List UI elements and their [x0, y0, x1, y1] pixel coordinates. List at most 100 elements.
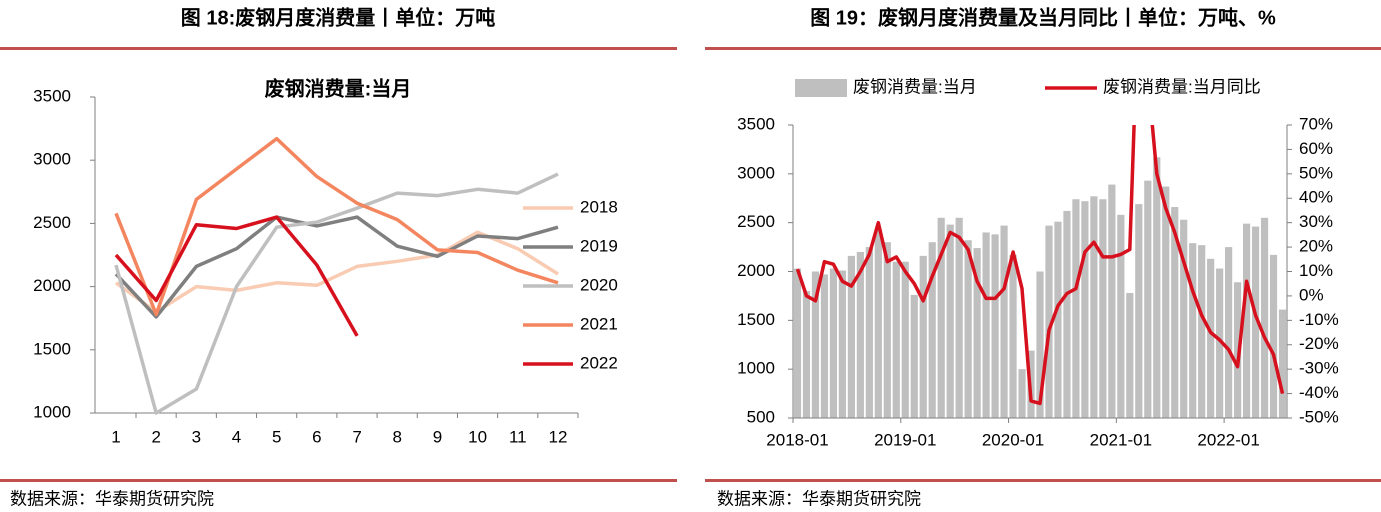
x-tick-label: 2018-01: [766, 430, 828, 449]
bar: [883, 242, 891, 418]
x-tick-label: 4: [232, 427, 241, 446]
bar: [1189, 243, 1197, 418]
y-tick-label: 500: [747, 407, 775, 426]
bar: [955, 217, 963, 418]
bar: [1269, 254, 1278, 418]
bar: [1018, 369, 1026, 418]
x-tick-label: 1: [111, 427, 120, 446]
x-tick-label: 7: [352, 427, 361, 446]
bar: [811, 271, 820, 418]
bar: [892, 261, 900, 418]
bar: [1144, 180, 1152, 418]
series-line: [795, 125, 1285, 406]
bar: [901, 261, 909, 418]
bar: [847, 255, 855, 418]
y2-tick-label: -40%: [1299, 383, 1339, 402]
y2-tick-label: -50%: [1299, 407, 1339, 426]
bar: [964, 240, 972, 418]
bar: [1278, 309, 1287, 418]
bar: [1081, 201, 1089, 418]
figure-heading: 图 19：废钢月度消费量及当月同比丨单位：万吨、%: [810, 5, 1276, 29]
y-tick-label: 1000: [737, 359, 775, 378]
bar: [874, 229, 882, 418]
bar: [1242, 223, 1251, 418]
figure-heading: 图 18:废钢月度消费量丨单位：万吨: [181, 5, 495, 29]
bar: [1180, 219, 1188, 418]
y-tick-label: 1000: [33, 402, 71, 421]
y-tick-label: 1500: [33, 339, 71, 358]
y-tick-label: 2000: [737, 261, 775, 280]
y-tick-label: 1500: [737, 310, 775, 329]
x-tick-label: 2020-01: [982, 430, 1044, 449]
x-tick-label: 2019-01: [874, 430, 936, 449]
bar: [1009, 254, 1017, 418]
bar: [865, 247, 873, 418]
series-line: [114, 215, 359, 337]
bar: [1198, 245, 1206, 418]
bar: [928, 242, 936, 418]
bar: [1090, 196, 1098, 418]
bar: [982, 232, 990, 418]
legend-label: 2021: [580, 314, 618, 333]
bar: [829, 268, 838, 418]
bar: [1153, 157, 1161, 419]
chart-title: 废钢消费量:当月: [265, 76, 412, 100]
bar: [1216, 268, 1224, 418]
legend-label: 2019: [580, 236, 618, 255]
source-note: 数据来源：华泰期货研究院: [717, 489, 921, 508]
bar: [1171, 207, 1179, 418]
bar: [1207, 258, 1215, 418]
divider: [0, 47, 677, 50]
y2-tick-label: 0%: [1299, 285, 1324, 304]
bar: [1117, 214, 1125, 418]
bar: [1036, 271, 1044, 418]
bar: [1054, 221, 1062, 418]
bar: [793, 268, 802, 418]
legend-label: 2018: [580, 197, 618, 216]
y2-tick-label: 30%: [1299, 212, 1333, 231]
x-tick-label: 11: [509, 427, 527, 446]
bar: [1045, 225, 1053, 418]
bar: [1225, 247, 1233, 418]
bar: [1072, 199, 1080, 418]
y2-tick-label: 40%: [1299, 188, 1333, 207]
x-tick-label: 2022-01: [1197, 430, 1259, 449]
legend-label: 2022: [580, 353, 618, 372]
y-tick-label: 2000: [33, 276, 71, 295]
legend-swatch: [795, 79, 847, 97]
divider: [0, 479, 677, 482]
divider: [705, 479, 1381, 482]
x-tick-label: 3: [192, 427, 201, 446]
y-tick-label: 2500: [737, 212, 775, 231]
y2-tick-label: 20%: [1299, 237, 1333, 256]
x-tick-label: 2: [151, 427, 160, 446]
bar: [856, 251, 864, 418]
y2-tick-label: -10%: [1299, 310, 1339, 329]
x-tick-label: 2021-01: [1090, 430, 1152, 449]
bar: [838, 270, 846, 418]
y-tick-label: 3000: [737, 163, 775, 182]
bar: [802, 291, 811, 418]
x-tick-label: 6: [312, 427, 321, 446]
y-tick-label: 3500: [33, 86, 71, 105]
bar: [1000, 225, 1008, 418]
bar: [937, 217, 945, 418]
divider: [705, 47, 1381, 50]
bar: [1108, 184, 1116, 418]
x-tick-label: 5: [272, 427, 281, 446]
x-tick-label: 8: [393, 427, 402, 446]
y-tick-label: 2500: [33, 213, 71, 232]
bar: [973, 248, 981, 418]
bar: [1135, 204, 1143, 418]
bar: [1063, 210, 1071, 418]
series-line: [114, 136, 559, 317]
y2-tick-label: 10%: [1299, 261, 1333, 280]
x-tick-label: 10: [468, 427, 487, 446]
y2-tick-label: 60%: [1299, 139, 1333, 158]
bar: [946, 224, 954, 418]
x-tick-label: 9: [433, 427, 442, 446]
series-line: [114, 215, 559, 319]
series-line: [114, 172, 559, 415]
bar: [910, 294, 918, 418]
